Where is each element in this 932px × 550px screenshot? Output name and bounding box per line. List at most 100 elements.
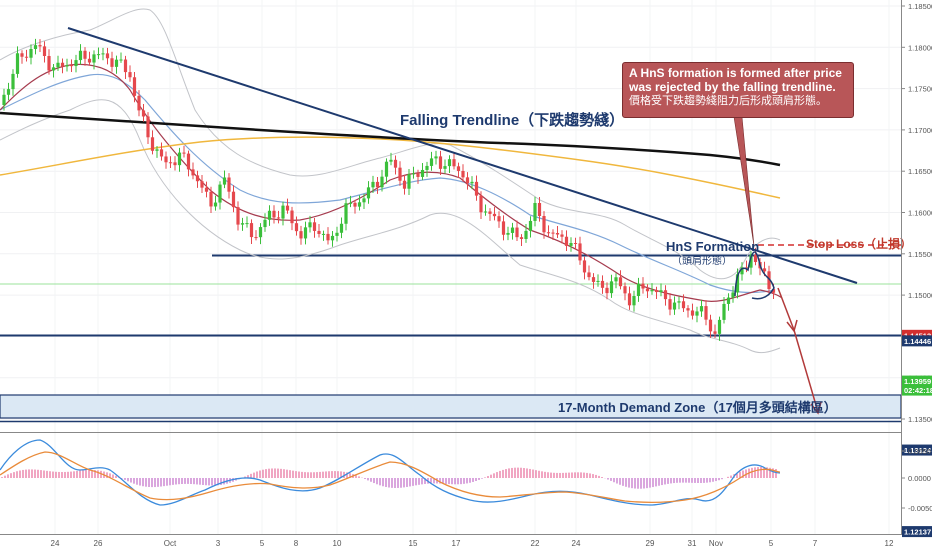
candle-body	[488, 211, 492, 214]
candle-body	[744, 267, 749, 269]
candle-body	[114, 59, 119, 67]
time-tick-label: 26	[94, 539, 103, 548]
price-badge-label: 1.14446	[904, 337, 931, 346]
candle-body	[677, 301, 681, 303]
candle-body	[528, 220, 533, 231]
candle-body	[254, 237, 258, 239]
candle-body	[429, 158, 434, 166]
candle-body	[150, 137, 155, 151]
candle-body	[173, 162, 177, 166]
candle-body	[263, 219, 267, 228]
candles	[2, 38, 776, 341]
candle-body	[389, 159, 393, 162]
candle-body	[159, 149, 164, 157]
price-badge: 02:42:18	[902, 384, 932, 396]
candle-body	[312, 222, 317, 231]
time-tick-label: 5	[260, 539, 265, 548]
candle-body	[321, 233, 326, 235]
candle-body	[362, 198, 366, 203]
candle-body	[551, 232, 555, 234]
candle-body	[771, 289, 776, 293]
price-badge: 1.13124	[902, 444, 932, 456]
red-moving-average	[0, 63, 783, 302]
candle-body	[272, 210, 276, 218]
candle-body	[213, 202, 218, 207]
candle-body	[587, 272, 591, 278]
candle-body	[11, 73, 15, 90]
candle-body	[650, 290, 654, 292]
candle-body	[695, 311, 699, 316]
candle-body	[465, 177, 470, 184]
candle-body	[191, 169, 195, 176]
candle-body	[164, 156, 168, 163]
candle-body	[515, 227, 519, 238]
candle-body	[623, 286, 627, 294]
callout-line-2: was rejected by the falling trendline.	[629, 80, 836, 94]
candle-body	[177, 152, 182, 166]
candle-body	[402, 180, 407, 189]
time-tick-label: 12	[885, 539, 894, 548]
candle-body	[249, 223, 254, 238]
candle-body	[681, 301, 686, 309]
candle-body	[470, 181, 474, 184]
price-badge-label: 1.13124	[904, 446, 932, 455]
candle-body	[645, 288, 650, 292]
candle-body	[641, 283, 645, 289]
candle-body	[627, 293, 632, 306]
candle-body	[74, 60, 78, 67]
candle-body	[686, 308, 690, 311]
projection-arrow-long	[793, 329, 819, 413]
candle-body	[663, 290, 668, 300]
falling-trendline	[67, 27, 858, 284]
candle-body	[425, 165, 429, 170]
candle-body	[600, 280, 605, 288]
demand-zone-label: 17-Month Demand Zone（17個月多頭結構區）	[558, 400, 837, 415]
candle-body	[348, 202, 353, 204]
hns-formation-label: HnS Formation	[666, 239, 759, 254]
projection-arrow-long-head	[810, 401, 822, 415]
price-badges: 1.145131.144461.1395902:42:181.131241.12…	[902, 329, 932, 538]
candle-body	[546, 232, 551, 234]
price-tick-label: 1.16500	[908, 167, 932, 176]
candle-body	[659, 290, 663, 293]
time-tick-label: Oct	[164, 539, 177, 548]
candle-body	[78, 50, 83, 61]
candle-body	[654, 290, 659, 293]
candle-body	[393, 159, 398, 168]
candle-body	[87, 58, 92, 63]
price-badge-bg	[902, 384, 932, 396]
candle-body	[483, 211, 488, 213]
candle-body	[501, 221, 506, 235]
candle-body	[209, 191, 213, 207]
candle-body	[416, 173, 420, 177]
candle-body	[443, 166, 447, 169]
candle-body	[452, 159, 456, 167]
candle-body	[573, 243, 578, 245]
candle-body	[749, 254, 753, 268]
candle-body	[299, 231, 303, 239]
candle-body	[735, 274, 740, 293]
candle-body	[569, 243, 573, 246]
candle-body	[276, 217, 281, 219]
candle-body	[330, 235, 335, 241]
candle-body	[384, 161, 389, 177]
candle-body	[582, 260, 587, 273]
candle-body	[380, 176, 384, 188]
candle-body	[47, 56, 51, 71]
candle-body	[186, 153, 191, 170]
candle-body	[618, 277, 623, 287]
candle-body	[767, 271, 771, 290]
candle-body	[65, 65, 69, 67]
price-tick-label: 1.18500	[908, 2, 932, 11]
candle-body	[222, 177, 227, 185]
candle-body	[60, 62, 65, 67]
time-tick-label: 7	[813, 539, 818, 548]
candle-body	[2, 94, 6, 105]
candle-body	[357, 202, 362, 207]
price-tick-label: 1.13500	[908, 415, 932, 424]
candle-body	[533, 202, 537, 221]
time-tick-label: 3	[216, 539, 221, 548]
candle-body	[236, 207, 240, 225]
price-tick-label: 1.17000	[908, 126, 932, 135]
candle-body	[474, 181, 479, 196]
